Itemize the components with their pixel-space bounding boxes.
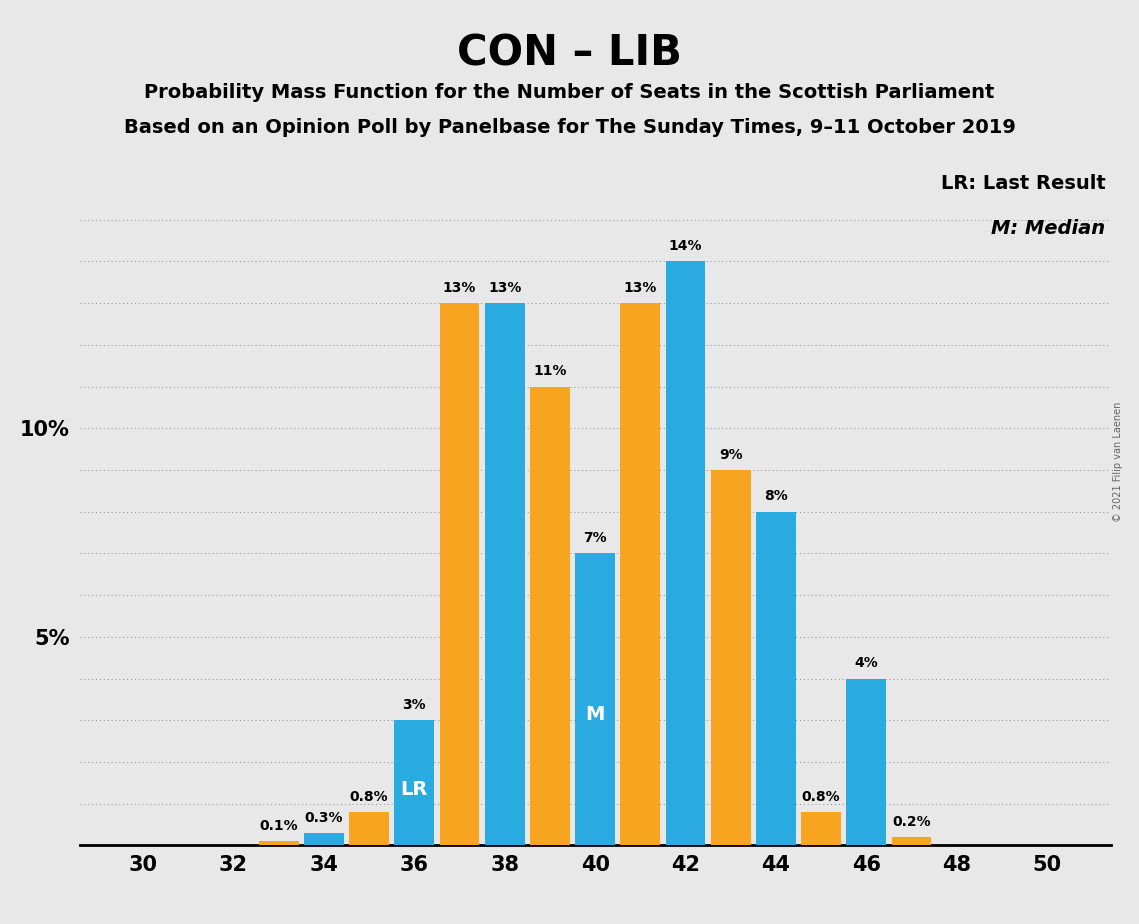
Text: 13%: 13% <box>624 281 657 295</box>
Text: © 2021 Filip van Laenen: © 2021 Filip van Laenen <box>1114 402 1123 522</box>
Bar <box>621 303 661 845</box>
Text: CON – LIB: CON – LIB <box>457 32 682 74</box>
Text: LR: Last Result: LR: Last Result <box>941 175 1105 193</box>
Bar <box>394 721 434 845</box>
Bar <box>304 833 344 845</box>
Bar <box>575 553 615 845</box>
Bar <box>846 678 886 845</box>
Text: 0.1%: 0.1% <box>260 819 298 833</box>
Text: 14%: 14% <box>669 239 703 253</box>
Text: Probability Mass Function for the Number of Seats in the Scottish Parliament: Probability Mass Function for the Number… <box>145 83 994 103</box>
Text: 0.2%: 0.2% <box>892 815 931 829</box>
Bar <box>756 512 796 845</box>
Bar <box>665 261 705 845</box>
Bar <box>530 386 570 845</box>
Bar <box>711 470 751 845</box>
Text: 4%: 4% <box>854 656 878 670</box>
Bar <box>259 841 298 845</box>
Bar <box>485 303 525 845</box>
Text: 13%: 13% <box>487 281 522 295</box>
Text: 0.3%: 0.3% <box>304 810 343 824</box>
Text: 11%: 11% <box>533 364 567 378</box>
Bar <box>802 812 841 845</box>
Text: M: M <box>585 704 605 723</box>
Text: 8%: 8% <box>764 490 788 504</box>
Bar <box>892 837 932 845</box>
Text: 0.8%: 0.8% <box>350 790 388 804</box>
Text: 0.8%: 0.8% <box>802 790 841 804</box>
Text: LR: LR <box>401 780 428 798</box>
Bar <box>350 812 388 845</box>
Text: Based on an Opinion Poll by Panelbase for The Sunday Times, 9–11 October 2019: Based on an Opinion Poll by Panelbase fo… <box>123 118 1016 138</box>
Text: 13%: 13% <box>443 281 476 295</box>
Text: 3%: 3% <box>402 698 426 712</box>
Text: M: Median: M: Median <box>991 219 1105 238</box>
Bar <box>440 303 480 845</box>
Text: 9%: 9% <box>719 447 743 462</box>
Text: 7%: 7% <box>583 531 607 545</box>
